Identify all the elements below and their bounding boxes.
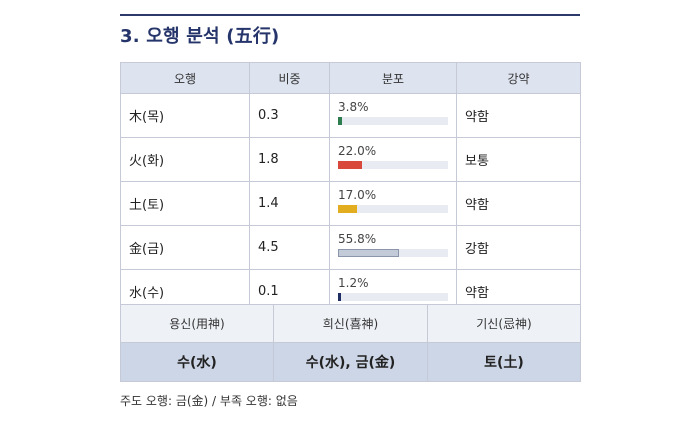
- summary-note: 주도 오행: 금(金) / 부족 오행: 없음: [120, 394, 298, 408]
- spirits-value-row: 수(水) 수(水), 금(金) 토(土): [120, 342, 581, 382]
- table-row: 火(화) 1.8 22.0% 보통: [120, 137, 581, 182]
- five-elements-table: 오행 비중 분포 강약 木(목) 0.3 3.8% 약함 火(화) 1.8 22.0% 보통 土…: [120, 62, 581, 314]
- header-strength: 강약: [456, 62, 581, 94]
- percent-label: 1.2%: [338, 276, 369, 290]
- header-yongsin: 용신(用神): [120, 304, 274, 343]
- percent-label: 3.8%: [338, 100, 369, 114]
- spirits-header-row: 용신(用神) 희신(喜神) 기신(忌神): [120, 304, 581, 343]
- header-element: 오행: [120, 62, 250, 94]
- useful-spirits-table: 용신(用神) 희신(喜神) 기신(忌神) 수(水) 수(水), 금(金) 토(土…: [120, 304, 581, 382]
- table-row: 木(목) 0.3 3.8% 약함: [120, 93, 581, 138]
- table-header-row: 오행 비중 분포 강약: [120, 62, 581, 94]
- weight-cell: 0.3: [249, 93, 330, 138]
- distribution-bar-track: [338, 117, 448, 125]
- title-rule: [120, 14, 580, 16]
- distribution-bar-fill: [338, 249, 400, 257]
- header-weight: 비중: [249, 62, 330, 94]
- distribution-bar-fill: [338, 161, 363, 169]
- element-cell: 土(토): [120, 181, 250, 226]
- strength-cell: 약함: [456, 93, 581, 138]
- distribution-bar-track: [338, 161, 448, 169]
- section-title: 3. 오행 분석 (五行): [120, 26, 280, 47]
- distribution-bar-fill: [338, 293, 341, 301]
- distribution-cell: 3.8%: [329, 93, 457, 138]
- weight-cell: 1.8: [249, 137, 330, 182]
- distribution-bar-fill: [338, 117, 343, 125]
- table-row: 金(금) 4.5 55.8% 강함: [120, 225, 581, 270]
- distribution-cell: 55.8%: [329, 225, 457, 270]
- distribution-bar-fill: [338, 205, 357, 213]
- weight-cell: 1.4: [249, 181, 330, 226]
- strength-cell: 강함: [456, 225, 581, 270]
- strength-cell: 약함: [456, 181, 581, 226]
- percent-label: 17.0%: [338, 188, 377, 202]
- weight-cell: 4.5: [249, 225, 330, 270]
- distribution-bar-track: [338, 205, 448, 213]
- percent-label: 55.8%: [338, 232, 377, 246]
- distribution-cell: 17.0%: [329, 181, 457, 226]
- percent-label: 22.0%: [338, 144, 377, 158]
- element-cell: 金(금): [120, 225, 250, 270]
- header-distribution: 분포: [329, 62, 457, 94]
- value-huisin: 수(水), 금(金): [273, 342, 428, 382]
- value-yongsin: 수(水): [120, 342, 274, 382]
- table-row: 土(토) 1.4 17.0% 약함: [120, 181, 581, 226]
- distribution-cell: 22.0%: [329, 137, 457, 182]
- element-cell: 木(목): [120, 93, 250, 138]
- strength-cell: 보통: [456, 137, 581, 182]
- value-gisin: 토(土): [427, 342, 581, 382]
- element-cell: 火(화): [120, 137, 250, 182]
- header-huisin: 희신(喜神): [273, 304, 428, 343]
- distribution-bar-track: [338, 249, 448, 257]
- distribution-bar-track: [338, 293, 448, 301]
- header-gisin: 기신(忌神): [427, 304, 581, 343]
